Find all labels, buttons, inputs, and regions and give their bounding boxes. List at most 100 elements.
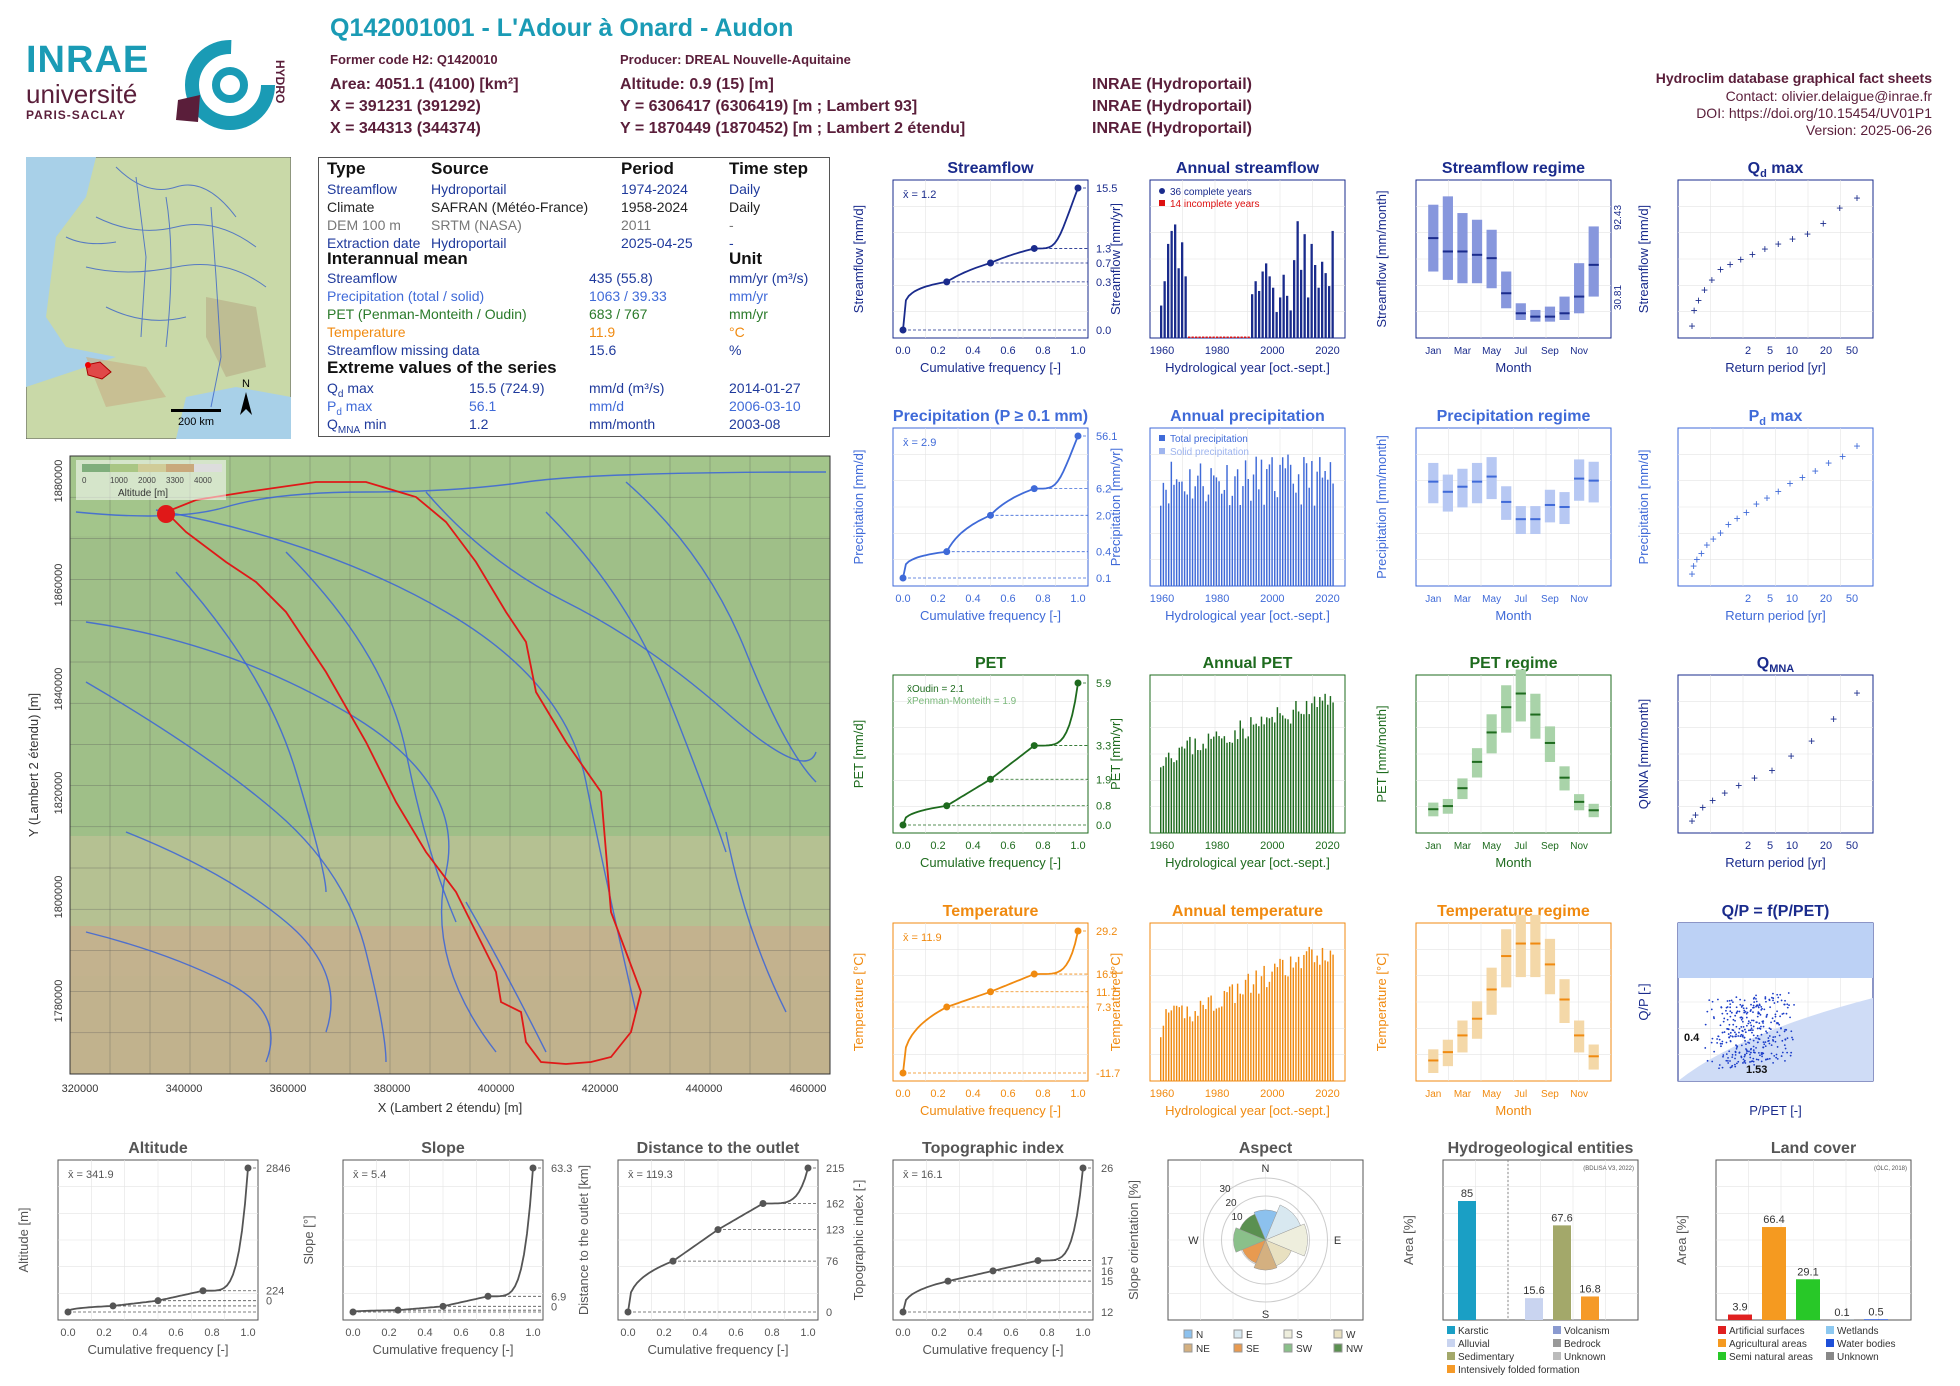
x-tick: 5 <box>1767 593 1773 605</box>
y-axis-label: Precipitation [mm/month] <box>1374 435 1389 579</box>
extreme-value: 15.5 (724.9) <box>469 380 545 396</box>
aspect-ring-label: 30 <box>1220 1184 1232 1195</box>
y-axis-label: Precipitation [mm/d] <box>1636 450 1651 565</box>
annual-bar <box>1207 494 1210 586</box>
annual-bar <box>1296 221 1299 338</box>
qp-point <box>1786 1006 1789 1009</box>
doi-link[interactable]: DOI: https://doi.org/10.15454/UV01P1 <box>1696 105 1932 121</box>
qp-point <box>1739 1035 1742 1038</box>
qp-point <box>1742 1004 1744 1007</box>
annual-bar <box>1279 713 1281 833</box>
return-point: + <box>1690 559 1697 573</box>
qp-point <box>1758 1012 1761 1015</box>
info-period: 1958-2024 <box>621 199 688 215</box>
x-tick: 2 <box>1745 840 1751 852</box>
altitude-legend-tick: 4000 <box>194 476 212 485</box>
annual-bar <box>1295 962 1297 1081</box>
return-point: + <box>1693 553 1700 567</box>
annual-bar <box>1265 263 1268 338</box>
annual-bar <box>1167 752 1170 833</box>
annual-bar <box>1266 717 1268 833</box>
x-tick: 2000 <box>1260 840 1284 852</box>
qp-point <box>1771 1017 1774 1020</box>
extreme-unit: mm/d (m³/s) <box>589 380 665 396</box>
qp-annotation: 0.4 <box>1684 1032 1700 1044</box>
regime-box <box>1471 1001 1483 1039</box>
qp-point <box>1734 1065 1737 1068</box>
qp-point <box>1717 998 1719 1001</box>
qp-point <box>1729 1066 1732 1069</box>
qp-point <box>1731 1056 1734 1059</box>
regime-box <box>1428 462 1439 504</box>
qp-point <box>1773 1020 1776 1022</box>
annual-bar <box>1244 979 1247 1081</box>
qp-point <box>1735 996 1738 999</box>
regime-box <box>1574 263 1585 314</box>
y-axis-label: Precipitation [mm/yr] <box>1108 448 1123 566</box>
annual-bar <box>1237 336 1240 338</box>
annual-bar <box>1220 738 1223 833</box>
qp-point <box>1732 1023 1735 1026</box>
qp-point <box>1729 1015 1732 1018</box>
hydrogeo-bar <box>1458 1201 1476 1320</box>
y-axis-label: Q/P [-] <box>1636 983 1651 1020</box>
x-tick: 1.0 <box>1070 345 1085 357</box>
return-point: + <box>1836 201 1843 215</box>
x-axis-label: Month <box>1495 1103 1531 1118</box>
return-point: + <box>1761 242 1768 256</box>
quantile-point <box>109 1302 117 1310</box>
qp-point <box>1790 1051 1793 1054</box>
qp-point <box>1738 1031 1740 1034</box>
y-axis-label: Streamflow [mm/yr] <box>1108 203 1123 315</box>
aspect-legend-label: E <box>1246 1330 1253 1341</box>
x-tick: 1960 <box>1150 593 1174 605</box>
qp-point <box>1762 1046 1765 1049</box>
qp-point <box>1726 1000 1729 1002</box>
altitude-legend-tick: 0 <box>82 476 87 485</box>
right-tick: 162 <box>826 1198 844 1210</box>
annual-bar <box>1218 1007 1220 1081</box>
annual-bar <box>1242 728 1244 833</box>
x-tick: Jul <box>1514 841 1527 852</box>
qp-point <box>1738 1051 1741 1054</box>
annual-bar <box>1215 731 1218 833</box>
aspect-legend-swatch <box>1233 1329 1243 1339</box>
aspect-legend-label: W <box>1346 1330 1356 1341</box>
annual-bar <box>1303 234 1306 338</box>
annual-bar <box>1170 230 1173 338</box>
qp-point <box>1735 1006 1738 1009</box>
x-tick: 0.0 <box>620 1327 635 1339</box>
qp-point <box>1743 1060 1746 1063</box>
qp-point <box>1761 1055 1763 1058</box>
legend-incomplete-icon <box>1159 200 1165 206</box>
river-line <box>545 511 727 853</box>
return-point: + <box>1717 263 1724 277</box>
legend-total-icon <box>1159 435 1165 441</box>
annual-bar <box>1313 962 1316 1081</box>
chart-panel: Temperature regime Temperature [°C] Month J… <box>1374 903 1612 1118</box>
aspect-sector <box>1233 1227 1267 1253</box>
qp-point <box>1766 1058 1769 1061</box>
qp-point <box>1779 1015 1782 1018</box>
x-axis-label: Cumulative frequency [-] <box>373 1342 514 1357</box>
annual-bar <box>1252 474 1255 586</box>
annual-bar <box>1234 1003 1236 1081</box>
quantile-point <box>759 1199 767 1207</box>
annual-bar <box>1258 993 1260 1081</box>
x-tick: Nov <box>1570 346 1588 357</box>
x-tick: 0.0 <box>345 1327 360 1339</box>
return-point: + <box>1737 252 1744 266</box>
right-tick: 30.81 <box>1613 285 1624 310</box>
annual-bar <box>1295 492 1297 586</box>
qp-point <box>1782 1012 1785 1015</box>
north-arrow-icon <box>240 392 252 415</box>
qp-point <box>1745 1043 1747 1046</box>
qp-point <box>1780 1027 1782 1029</box>
aspect-legend-label: N <box>1196 1330 1203 1341</box>
qp-point <box>1747 1022 1750 1025</box>
bar-value: 0.5 <box>1868 1306 1883 1318</box>
annual-bar <box>1178 481 1181 586</box>
landcover-legend-swatch <box>1826 1352 1834 1360</box>
x-tick: 0.2 <box>930 345 945 357</box>
annual-bar <box>1311 949 1313 1081</box>
